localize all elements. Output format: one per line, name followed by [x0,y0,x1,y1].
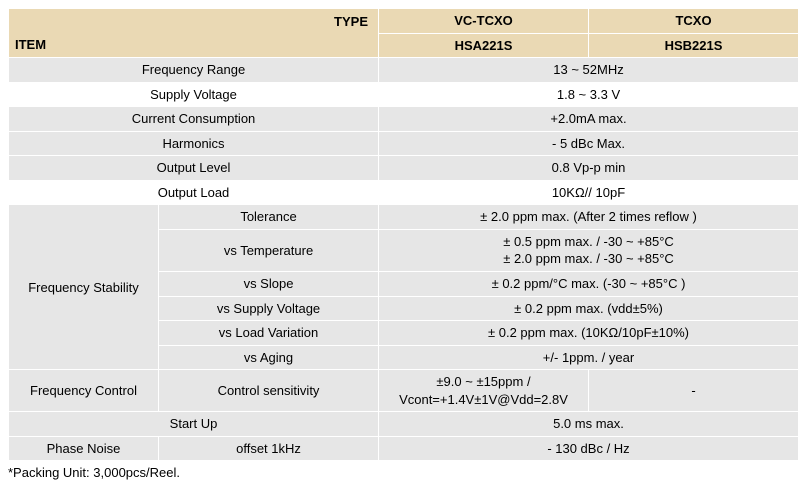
stability-sub: Tolerance [159,205,379,230]
stability-value: ± 0.2 ppm max. (10KΩ/10pF±10%) [379,321,799,346]
stability-value: ± 2.0 ppm max. (After 2 times reflow ) [379,205,799,230]
row-value: 10KΩ// 10pF [379,180,799,205]
row-value: +2.0mA max. [379,107,799,132]
row-value: 13 ~ 52MHz [379,58,799,83]
freqctrl-col1-line2: Vcont=+1.4V±1V@Vdd=2.8V [399,392,568,407]
row-label: Current Consumption [9,107,379,132]
footnote: *Packing Unit: 3,000pcs/Reel. [8,465,798,480]
row-label: Start Up [9,412,379,437]
stability-sub: vs Aging [159,345,379,370]
freqctrl-sub: Control sensitivity [159,370,379,412]
col2-model: HSB221S [589,33,799,58]
row-label: Frequency Range [9,58,379,83]
stability-value: ± 0.2 ppm/°C max. (-30 ~ +85°C ) [379,272,799,297]
row-value: 5.0 ms max. [379,412,799,437]
row-label: Output Load [9,180,379,205]
row-value: - 5 dBc Max. [379,131,799,156]
col1-model: HSA221S [379,33,589,58]
spec-table: TYPE ITEM VC-TCXO TCXO HSA221S HSB221S F… [8,8,799,461]
header-item: ITEM [15,36,46,54]
stability-value: ± 0.2 ppm max. (vdd±5%) [379,296,799,321]
row-label: Harmonics [9,131,379,156]
stability-sub: vs Temperature [159,229,379,271]
phasenoise-group: Phase Noise [9,436,159,461]
stability-value: +/- 1ppm. / year [379,345,799,370]
stability-sub: vs Load Variation [159,321,379,346]
stability-sub: vs Slope [159,272,379,297]
phasenoise-value: - 130 dBc / Hz [379,436,799,461]
phasenoise-sub: offset 1kHz [159,436,379,461]
col1-type: VC-TCXO [379,9,589,34]
freqctrl-col1: ±9.0 ~ ±15ppm / Vcont=+1.4V±1V@Vdd=2.8V [379,370,589,412]
vs-temp-line1: ± 0.5 ppm max. / -30 ~ +85°C [503,234,674,249]
col2-type: TCXO [589,9,799,34]
stability-sub: vs Supply Voltage [159,296,379,321]
freqctrl-group: Frequency Control [9,370,159,412]
row-label: Output Level [9,156,379,181]
row-label: Supply Voltage [9,82,379,107]
row-value: 1.8 ~ 3.3 V [379,82,799,107]
freqctrl-col1-line1: ±9.0 ~ ±15ppm / [436,374,530,389]
freqctrl-col2: - [589,370,799,412]
stability-group: Frequency Stability [9,205,159,370]
header-type: TYPE [334,13,372,31]
row-value: 0.8 Vp-p min [379,156,799,181]
vs-temp-line2: ± 2.0 ppm max. / -30 ~ +85°C [503,251,674,266]
stability-value: ± 0.5 ppm max. / -30 ~ +85°C ± 2.0 ppm m… [379,229,799,271]
